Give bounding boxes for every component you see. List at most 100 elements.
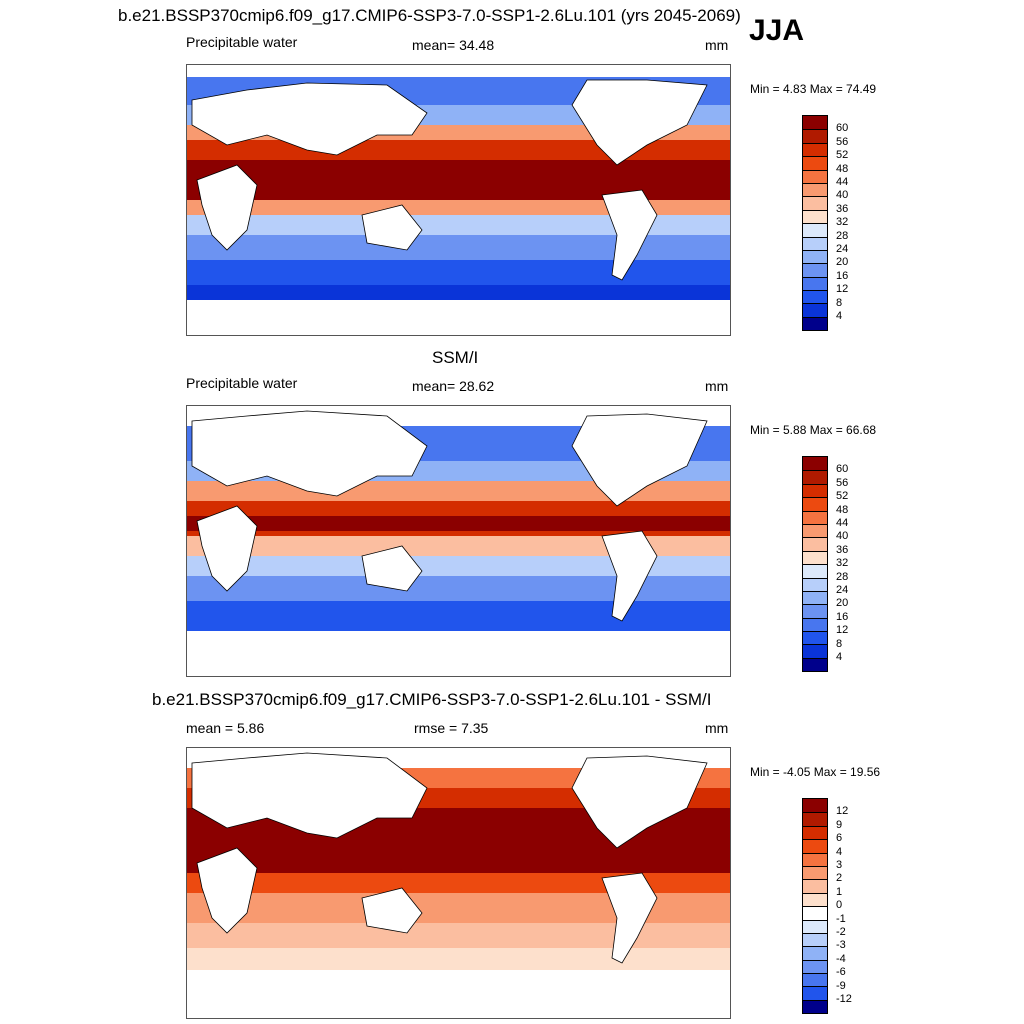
panel3-minmax: Min = -4.05 Max = 19.56 <box>750 765 881 779</box>
colorbar-segment <box>803 510 827 524</box>
colorbar-segment <box>803 470 827 484</box>
colorbar-segment <box>803 236 827 250</box>
colorbar-tick-label: 36 <box>836 543 849 556</box>
panel1-field-label: Precipitable water <box>186 34 298 50</box>
colorbar-tick-label: 24 <box>836 243 849 255</box>
colorbar-segment <box>803 142 827 157</box>
colorbar-segment <box>803 303 827 317</box>
colorbar-segment <box>803 617 827 632</box>
colorbar-segment <box>803 999 827 1014</box>
colorbar-tick-label: 9 <box>836 818 843 831</box>
colorbar-segment <box>803 590 827 605</box>
colorbar-tick-label: 48 <box>836 503 849 516</box>
colorbar-segment <box>803 959 827 974</box>
colorbar-segment <box>803 116 827 130</box>
colorbar-segment <box>803 839 827 853</box>
colorbar-segment <box>803 631 827 645</box>
colorbar-tick-label: 32 <box>836 216 849 229</box>
colorbar-tick-label: 20 <box>836 597 849 610</box>
main-title: b.e21.BSSP370cmip6.f09_g17.CMIP6-SSP3-7.… <box>118 6 741 25</box>
colorbar-tick-label: -12 <box>836 993 852 1005</box>
colorbar-segment <box>803 906 827 920</box>
panel2-field-label: Precipitable water <box>186 375 298 391</box>
colorbar-tick-label: 4 <box>836 651 843 663</box>
panel3-units: mm <box>705 720 729 736</box>
colorbar-segment <box>803 946 827 960</box>
colorbar-tick-label: 8 <box>836 296 843 309</box>
colorbar-tick-label: 4 <box>836 845 843 858</box>
colorbar-segment <box>803 276 827 291</box>
colorbar-segment <box>803 196 827 210</box>
colorbar-segment <box>803 973 827 987</box>
colorbar-tick-label: 16 <box>836 269 849 282</box>
colorbar-segment <box>803 657 827 672</box>
colorbar-tick-label: 52 <box>836 490 849 503</box>
colorbar-segment <box>803 263 827 277</box>
panel1-map <box>186 64 731 336</box>
colorbar-tick-label: 60 <box>836 122 849 135</box>
colorbar-segment <box>803 249 827 264</box>
colorbar-segment <box>803 799 827 813</box>
panel3-colorbar <box>802 798 828 1015</box>
colorbar-tick-label: 28 <box>836 570 849 583</box>
colorbar-segment <box>803 986 827 1000</box>
colorbar-segment <box>803 852 827 866</box>
colorbar-segment <box>803 865 827 880</box>
colorbar-tick-label: 52 <box>836 149 849 162</box>
colorbar-tick-label: 20 <box>836 256 849 269</box>
colorbar-tick-label: -2 <box>836 926 846 938</box>
panel3-title: b.e21.BSSP370cmip6.f09_g17.CMIP6-SSP3-7.… <box>152 690 712 709</box>
panel3-mean: mean = 5.86 <box>186 720 265 736</box>
colorbar-segment <box>803 550 827 565</box>
colorbar-tick-label: 44 <box>836 517 849 529</box>
colorbar-tick-label: 4 <box>836 310 843 322</box>
colorbar-tick-label: 24 <box>836 584 849 596</box>
colorbar-segment <box>803 497 827 511</box>
panel3-map <box>186 747 731 1019</box>
colorbar-tick-label: 8 <box>836 637 843 650</box>
colorbar-tick-label: 36 <box>836 202 849 215</box>
colorbar-segment <box>803 182 827 197</box>
colorbar-segment <box>803 129 827 143</box>
colorbar-segment <box>803 316 827 331</box>
panel1-colorbar <box>802 115 828 332</box>
colorbar-segment <box>803 564 827 578</box>
panel2-title: SSM/I <box>432 348 479 367</box>
colorbar-segment <box>803 892 827 907</box>
panel2-units: mm <box>705 378 729 394</box>
colorbar-segment <box>803 523 827 538</box>
colorbar-tick-label: 12 <box>836 283 849 296</box>
colorbar-tick-label: 60 <box>836 463 849 476</box>
colorbar-tick-label: 40 <box>836 189 849 202</box>
colorbar-tick-label: -6 <box>836 966 846 979</box>
colorbar-tick-label: -9 <box>836 979 846 992</box>
colorbar-segment <box>803 604 827 618</box>
colorbar-tick-label: 16 <box>836 610 849 623</box>
colorbar-segment <box>803 825 827 840</box>
colorbar-tick-label: 44 <box>836 176 849 188</box>
colorbar-tick-label: 32 <box>836 557 849 570</box>
colorbar-segment <box>803 209 827 224</box>
colorbar-segment <box>803 812 827 826</box>
colorbar-tick-label: -4 <box>836 952 846 965</box>
colorbar-segment <box>803 919 827 933</box>
panel1-mean: mean= 34.48 <box>412 37 495 53</box>
colorbar-tick-label: 1 <box>836 885 843 898</box>
colorbar-tick-label: 12 <box>836 805 849 818</box>
colorbar-tick-label: 56 <box>836 135 849 148</box>
colorbar-segment <box>803 223 827 237</box>
panel1-minmax: Min = 4.83 Max = 74.49 <box>750 82 877 96</box>
panel2-mean: mean= 28.62 <box>412 378 495 394</box>
colorbar-segment <box>803 156 827 170</box>
colorbar-tick-label: 12 <box>836 624 849 637</box>
colorbar-segment <box>803 537 827 551</box>
panel2-colorbar <box>802 456 828 673</box>
colorbar-tick-label: -3 <box>836 939 846 952</box>
panel3-rmse: rmse = 7.35 <box>414 720 489 736</box>
colorbar-segment <box>803 879 827 893</box>
colorbar-tick-label: 3 <box>836 859 843 871</box>
colorbar-tick-label: 48 <box>836 162 849 175</box>
colorbar-segment <box>803 457 827 471</box>
colorbar-tick-label: 28 <box>836 229 849 242</box>
season-label: JJA <box>749 14 805 47</box>
